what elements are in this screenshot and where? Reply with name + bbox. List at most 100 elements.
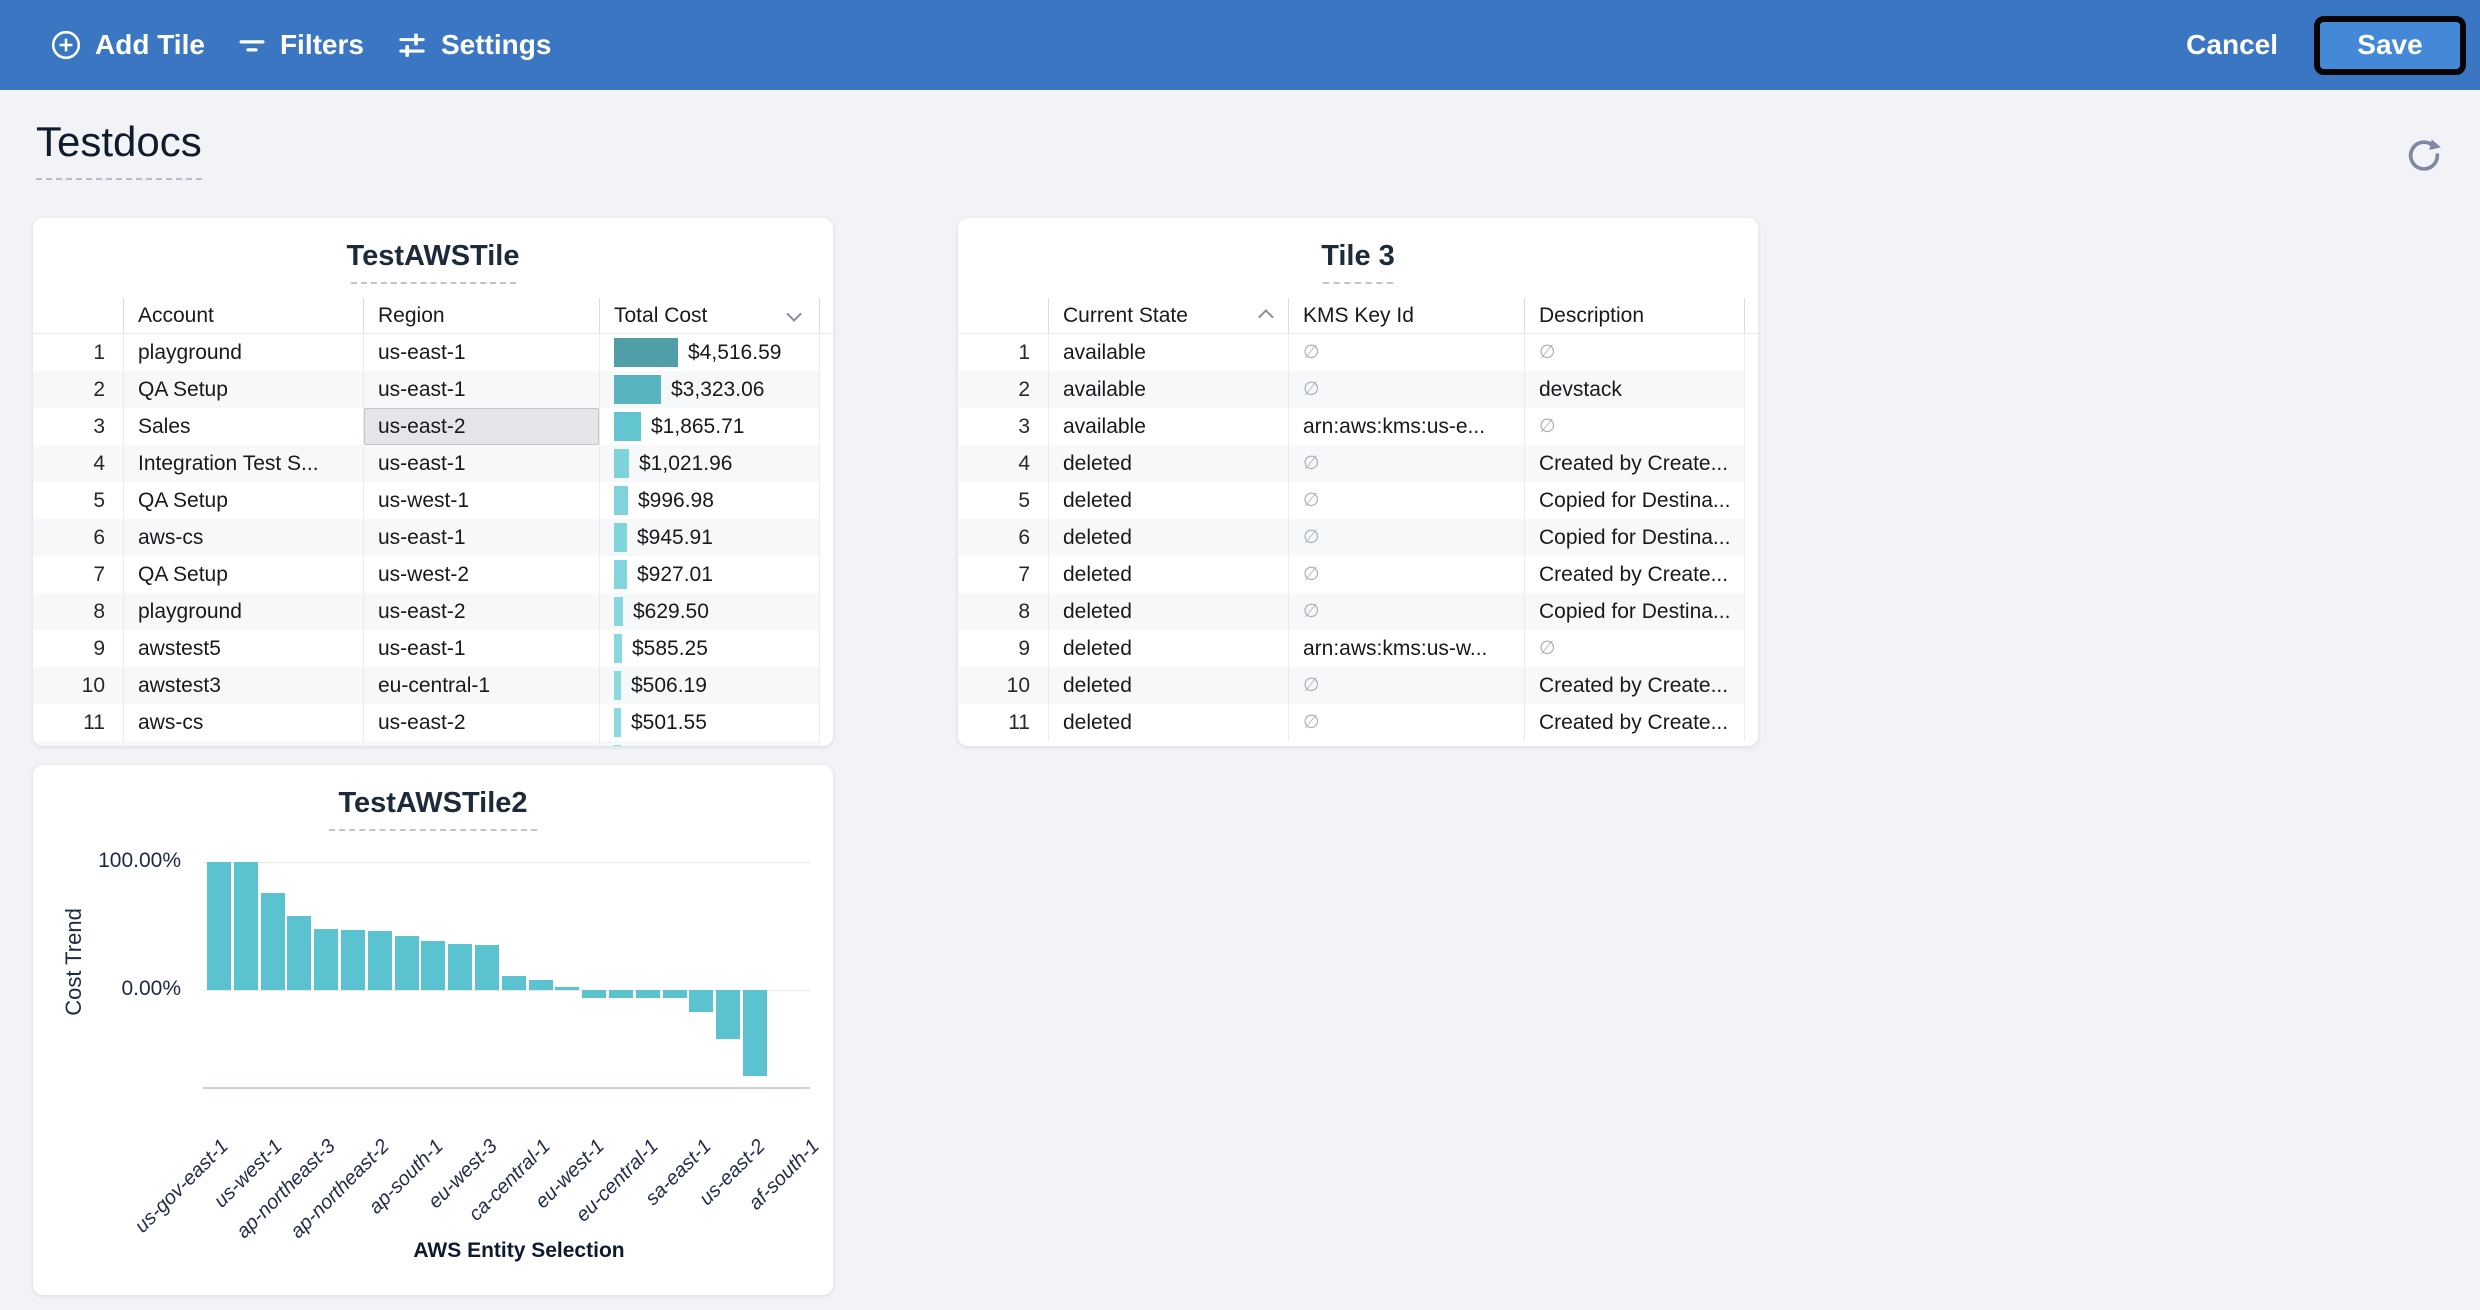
cell-current-state[interactable]: deleted: [1048, 593, 1288, 630]
cell-total-cost[interactable]: $4,516.59: [599, 334, 819, 371]
cell-region[interactable]: eu-central-1: [363, 667, 599, 704]
cell-total-cost[interactable]: $945.91: [599, 519, 819, 556]
cell-description[interactable]: Created by Create...: [1524, 667, 1744, 704]
cell-current-state[interactable]: available: [1048, 334, 1288, 371]
bar[interactable]: [341, 929, 365, 990]
bar[interactable]: [421, 941, 446, 990]
bar[interactable]: [233, 862, 258, 990]
column-header-region[interactable]: Region: [363, 298, 599, 333]
cell-current-state[interactable]: deleted: [1048, 704, 1288, 741]
cell-account[interactable]: QA Setup: [123, 556, 363, 593]
cell-description[interactable]: Created by Create...: [1524, 556, 1744, 593]
cell-account[interactable]: playground: [123, 334, 363, 371]
cell-current-state[interactable]: available: [1048, 408, 1288, 445]
cell-kms-key-id[interactable]: ∅: [1288, 667, 1524, 704]
cell-current-state[interactable]: deleted: [1048, 519, 1288, 556]
column-header-current-state[interactable]: Current State: [1048, 298, 1288, 333]
bar[interactable]: [287, 915, 312, 990]
cell-total-cost[interactable]: $1,865.71: [599, 408, 819, 445]
cell-description[interactable]: Copied for Destina...: [1524, 519, 1744, 556]
cell-region[interactable]: us-west-2: [363, 556, 599, 593]
cell-account[interactable]: playground: [123, 593, 363, 630]
bar[interactable]: [207, 862, 231, 990]
column-header-kms-key-id[interactable]: KMS Key Id: [1288, 298, 1524, 333]
cell-region[interactable]: [363, 741, 599, 746]
bar[interactable]: [475, 944, 499, 990]
tile-title[interactable]: Tile 3: [1321, 240, 1395, 272]
cell-total-cost[interactable]: $1,021.96: [599, 445, 819, 482]
cell-region[interactable]: us-east-1: [363, 519, 599, 556]
cell-total-cost[interactable]: $3,323.06: [599, 371, 819, 408]
column-header-account[interactable]: Account: [123, 298, 363, 333]
cell-kms-key-id[interactable]: ∅: [1288, 519, 1524, 556]
refresh-button[interactable]: [2402, 134, 2446, 178]
cell-account[interactable]: awstest3: [123, 667, 363, 704]
column-header-description[interactable]: Description: [1524, 298, 1744, 333]
cell-total-cost[interactable]: $996.98: [599, 482, 819, 519]
cell-description[interactable]: Created by Create...: [1524, 704, 1744, 741]
bar[interactable]: [635, 990, 660, 998]
cell-account[interactable]: Integration Test S...: [123, 445, 363, 482]
bar[interactable]: [314, 928, 339, 990]
cell-total-cost[interactable]: $506.19: [599, 667, 819, 704]
cell-description[interactable]: devstack: [1524, 371, 1744, 408]
cell-region[interactable]: us-east-1: [363, 630, 599, 667]
cell-description[interactable]: ∅: [1524, 408, 1744, 445]
cell-region[interactable]: us-west-1: [363, 482, 599, 519]
cell-total-cost[interactable]: [599, 741, 819, 746]
cell-total-cost[interactable]: $501.55: [599, 704, 819, 741]
cancel-button[interactable]: Cancel: [2186, 29, 2278, 60]
cell-region[interactable]: us-east-2: [363, 408, 599, 445]
cell-region[interactable]: us-east-2: [363, 593, 599, 630]
cell-current-state[interactable]: deleted: [1048, 445, 1288, 482]
tile-title[interactable]: TestAWSTile2: [338, 787, 528, 819]
cell-kms-key-id[interactable]: ∅: [1288, 334, 1524, 371]
bar[interactable]: [555, 986, 580, 990]
cell-current-state[interactable]: available: [1048, 371, 1288, 408]
cell-account[interactable]: QA Setup: [123, 371, 363, 408]
cell-kms-key-id[interactable]: ∅: [1288, 371, 1524, 408]
bar[interactable]: [501, 975, 526, 990]
cell-description[interactable]: ∅: [1524, 334, 1744, 371]
bar[interactable]: [609, 990, 633, 998]
filters-button[interactable]: Filters: [237, 29, 364, 61]
bar[interactable]: [582, 990, 607, 998]
cell-region[interactable]: us-east-1: [363, 334, 599, 371]
cell-total-cost[interactable]: $629.50: [599, 593, 819, 630]
bar[interactable]: [367, 931, 392, 990]
cell-region[interactable]: us-east-1: [363, 371, 599, 408]
cell-kms-key-id[interactable]: ∅: [1288, 482, 1524, 519]
bar[interactable]: [448, 943, 473, 990]
cell-total-cost[interactable]: $927.01: [599, 556, 819, 593]
cell-description[interactable]: Copied for Destina...: [1524, 482, 1744, 519]
cell-description[interactable]: ∅: [1524, 630, 1744, 667]
cell-account[interactable]: aws-cs: [123, 704, 363, 741]
column-header-total-cost[interactable]: Total Cost: [599, 298, 819, 333]
add-tile-button[interactable]: Add Tile: [50, 29, 205, 61]
cell-current-state[interactable]: deleted: [1048, 667, 1288, 704]
save-button[interactable]: Save: [2320, 21, 2460, 69]
cell-current-state[interactable]: deleted: [1048, 556, 1288, 593]
cell-account[interactable]: QA Setup: [123, 482, 363, 519]
cell-kms-key-id[interactable]: ∅: [1288, 704, 1524, 741]
bar[interactable]: [394, 936, 419, 990]
cell-kms-key-id[interactable]: arn:aws:kms:us-e...: [1288, 408, 1524, 445]
cell-kms-key-id[interactable]: arn:aws:kms:us-w...: [1288, 630, 1524, 667]
cell-description[interactable]: Created by Create...: [1524, 445, 1744, 482]
cell-current-state[interactable]: deleted: [1048, 630, 1288, 667]
bar[interactable]: [662, 990, 687, 998]
cell-kms-key-id[interactable]: ∅: [1288, 445, 1524, 482]
cell-region[interactable]: us-east-1: [363, 445, 599, 482]
cell-current-state[interactable]: deleted: [1048, 482, 1288, 519]
bar[interactable]: [260, 892, 285, 990]
tile-title[interactable]: TestAWSTile: [346, 240, 520, 272]
cell-total-cost[interactable]: $585.25: [599, 630, 819, 667]
cell-kms-key-id[interactable]: ∅: [1288, 556, 1524, 593]
cell-account[interactable]: [123, 741, 363, 746]
bar[interactable]: [743, 990, 767, 1076]
bar[interactable]: [528, 979, 553, 990]
settings-button[interactable]: Settings: [396, 29, 551, 61]
bar[interactable]: [716, 990, 741, 1039]
cell-account[interactable]: aws-cs: [123, 519, 363, 556]
cell-account[interactable]: Sales: [123, 408, 363, 445]
